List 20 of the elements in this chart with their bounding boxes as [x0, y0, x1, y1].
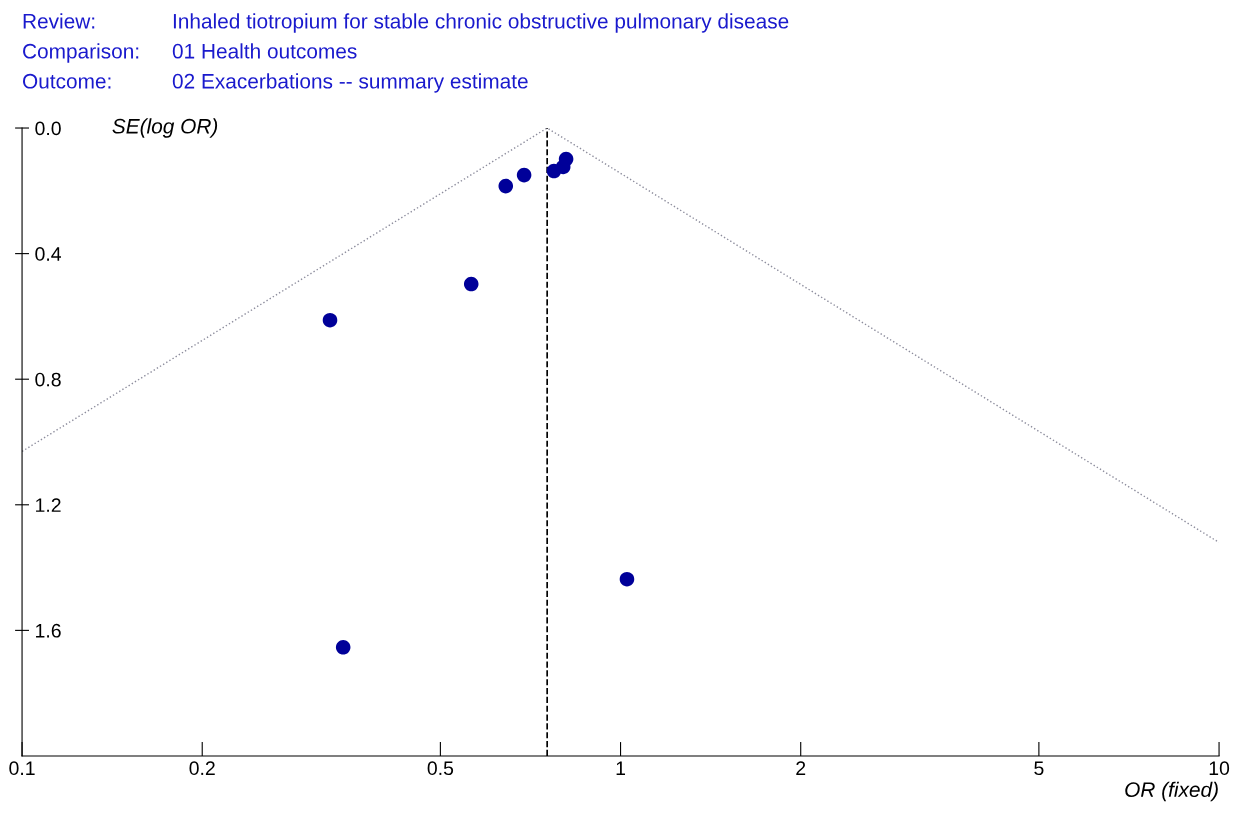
text: Outcome:: [22, 73, 111, 89]
y-tick-label: 0.0: [35, 121, 61, 136]
x-tick-label: 0.5: [427, 761, 454, 776]
y-tick-label: 1.2: [36, 498, 61, 512]
text: Review:: [23, 13, 95, 29]
x-tick-label: 0.2: [189, 761, 215, 776]
text: 02 Exacerbations -- summary estimate: [172, 73, 528, 93]
y-tick-label: 0.4: [35, 247, 62, 261]
x-tick-label: 1: [616, 761, 626, 775]
text: Inhaled tiotropium for stable chronic obstructive pulmonary disease: [173, 13, 789, 33]
x-tick-label: 2: [796, 761, 806, 775]
x-tick-label: 10: [1209, 761, 1230, 776]
text: 01 Health outcomes: [172, 43, 357, 59]
x-tick-label: 5: [1034, 761, 1044, 776]
y-tick-label: 0.8: [35, 372, 61, 387]
y-tick-label: 1.6: [36, 623, 61, 638]
y-axis-title: SE(log OR): [112, 118, 218, 138]
text: Comparison:: [23, 43, 139, 63]
x-axis-title: OR (fixed): [1125, 781, 1218, 802]
x-tick-label: 0.1: [9, 761, 35, 776]
